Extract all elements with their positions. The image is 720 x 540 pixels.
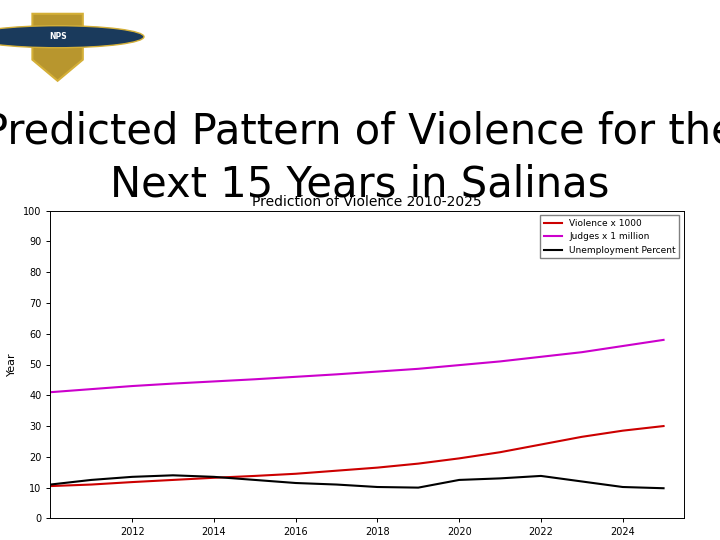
Unemployment Percent — [496, 475, 505, 482]
Unemployment Percent — [292, 480, 300, 486]
Judges x 1 million — [210, 378, 218, 384]
Violence x 1000 — [168, 477, 177, 483]
Unemployment Percent — [168, 472, 177, 478]
Judges x 1 million — [577, 349, 586, 355]
Judges x 1 million — [536, 354, 545, 360]
Unemployment Percent — [577, 478, 586, 485]
Title: Prediction of Violence 2010-2025: Prediction of Violence 2010-2025 — [253, 195, 482, 210]
Circle shape — [0, 26, 144, 48]
Judges x 1 million — [496, 358, 505, 365]
Violence x 1000 — [210, 475, 218, 481]
Judges x 1 million — [128, 383, 137, 389]
Judges x 1 million — [332, 371, 341, 377]
Violence x 1000 — [46, 483, 55, 489]
Text: NPS: NPS — [49, 32, 66, 41]
Unemployment Percent — [414, 484, 423, 491]
Unemployment Percent — [373, 484, 382, 490]
Line: Judges x 1 million: Judges x 1 million — [50, 340, 664, 392]
Violence x 1000 — [618, 428, 627, 434]
Polygon shape — [32, 14, 83, 81]
Violence x 1000 — [373, 464, 382, 471]
Violence x 1000 — [496, 449, 505, 455]
Violence x 1000 — [128, 479, 137, 485]
Judges x 1 million — [292, 374, 300, 380]
Violence x 1000 — [414, 461, 423, 467]
Legend: Violence x 1000, Judges x 1 million, Unemployment Percent: Violence x 1000, Judges x 1 million, Une… — [541, 215, 680, 258]
Judges x 1 million — [414, 366, 423, 372]
Violence x 1000 — [87, 481, 96, 488]
Unemployment Percent — [660, 485, 668, 491]
Unemployment Percent — [455, 477, 464, 483]
Unemployment Percent — [46, 481, 55, 488]
Judges x 1 million — [455, 362, 464, 368]
Unemployment Percent — [332, 481, 341, 488]
Violence x 1000 — [536, 441, 545, 448]
Text: NAVAL
POSTGRADUATE
SCHOOL: NAVAL POSTGRADUATE SCHOOL — [119, 18, 191, 51]
Judges x 1 million — [373, 368, 382, 375]
Y-axis label: Year: Year — [7, 353, 17, 376]
Text: Next 15 Years in Salinas: Next 15 Years in Salinas — [110, 164, 610, 206]
Violence x 1000 — [332, 468, 341, 474]
Judges x 1 million — [618, 343, 627, 349]
Judges x 1 million — [168, 380, 177, 387]
Violence x 1000 — [251, 472, 259, 479]
Unemployment Percent — [536, 472, 545, 479]
Unemployment Percent — [251, 477, 259, 483]
Unemployment Percent — [210, 474, 218, 480]
Violence x 1000 — [660, 423, 668, 429]
Line: Violence x 1000: Violence x 1000 — [50, 426, 664, 486]
Judges x 1 million — [87, 386, 96, 393]
Unemployment Percent — [87, 477, 96, 483]
Line: Unemployment Percent: Unemployment Percent — [50, 475, 664, 488]
Judges x 1 million — [660, 336, 668, 343]
Text: Predicted Pattern of Violence for the: Predicted Pattern of Violence for the — [0, 111, 720, 152]
Judges x 1 million — [251, 376, 259, 382]
Violence x 1000 — [455, 455, 464, 462]
Violence x 1000 — [292, 470, 300, 477]
Unemployment Percent — [618, 484, 627, 490]
Unemployment Percent — [128, 474, 137, 480]
Violence x 1000 — [577, 434, 586, 440]
Judges x 1 million — [46, 389, 55, 395]
